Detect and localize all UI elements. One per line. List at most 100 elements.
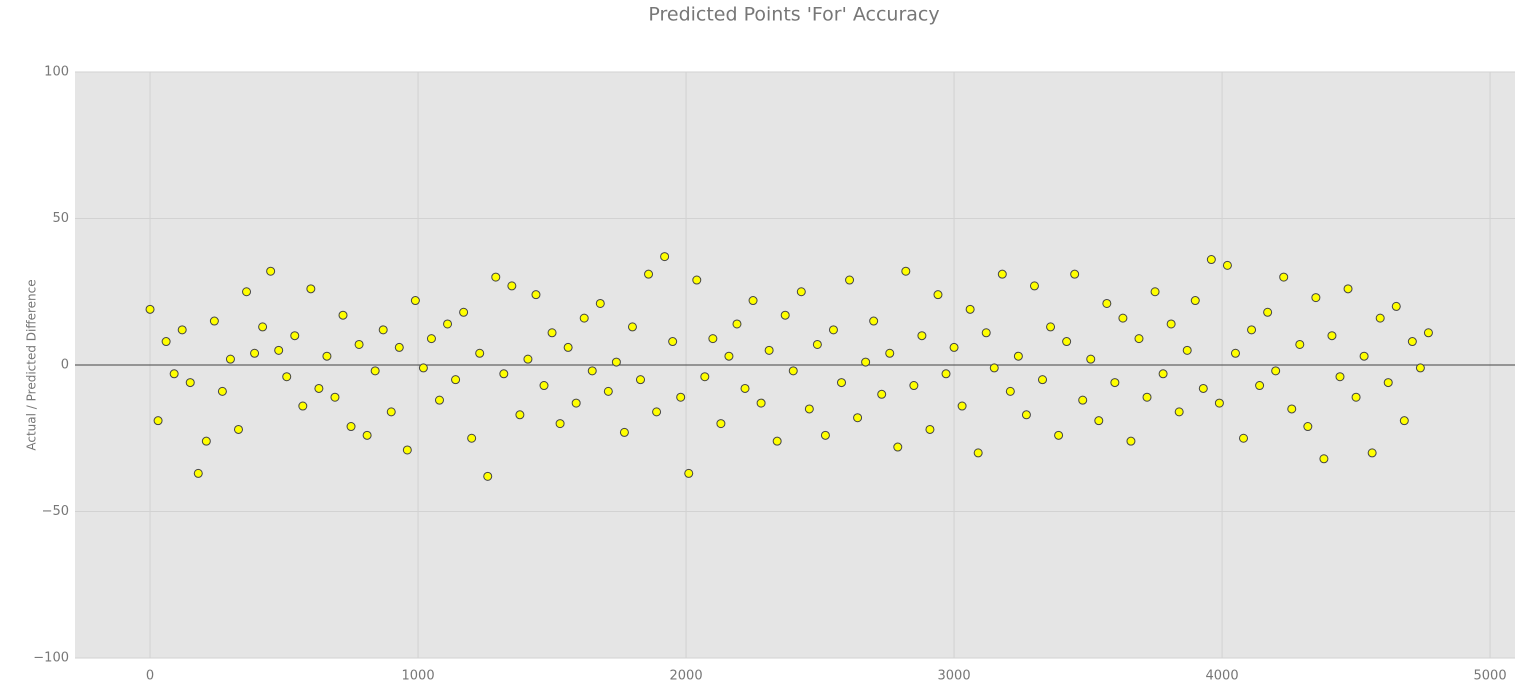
point (893, 442, 903, 452)
point (274, 345, 284, 355)
point (1118, 313, 1128, 323)
point (1230, 348, 1240, 358)
y-tick-label: 0 (61, 358, 69, 373)
point (965, 304, 975, 314)
point (571, 398, 581, 408)
point (684, 468, 694, 478)
point (282, 372, 292, 382)
point (1070, 269, 1080, 279)
point (1255, 381, 1265, 391)
y-tick-label: 100 (44, 65, 69, 80)
point (1013, 351, 1023, 361)
point (1126, 436, 1136, 446)
point (1182, 345, 1192, 355)
point (145, 304, 155, 314)
x-tick-label: 0 (146, 669, 154, 684)
point (668, 337, 678, 347)
point (467, 433, 477, 443)
point (933, 290, 943, 300)
point (812, 339, 822, 349)
point (169, 369, 179, 379)
point (1142, 392, 1152, 402)
point (804, 404, 814, 414)
point (491, 272, 501, 282)
point (217, 386, 227, 396)
y-tick-label: −50 (42, 504, 69, 519)
y-axis-label: Actual / Predicted Difference (25, 279, 39, 450)
point (635, 375, 645, 385)
point (1247, 325, 1257, 335)
point (836, 378, 846, 388)
point (1198, 383, 1208, 393)
point (1174, 407, 1184, 417)
point (1190, 296, 1200, 306)
point (1110, 378, 1120, 388)
point (306, 284, 316, 294)
point (1029, 281, 1039, 291)
point (676, 392, 686, 402)
point (941, 369, 951, 379)
point (547, 328, 557, 338)
point (1158, 369, 1168, 379)
point (981, 328, 991, 338)
point (330, 392, 340, 402)
point (1239, 433, 1249, 443)
point (1391, 301, 1401, 311)
point (1351, 392, 1361, 402)
point (869, 316, 879, 326)
x-tick-label: 2000 (670, 669, 703, 684)
point (266, 266, 276, 276)
point (724, 351, 734, 361)
point (1407, 337, 1417, 347)
point (499, 369, 509, 379)
point (1166, 319, 1176, 329)
point (732, 319, 742, 329)
point (298, 401, 308, 411)
point (314, 383, 324, 393)
point (1078, 395, 1088, 405)
point (692, 275, 702, 285)
point (1303, 422, 1313, 432)
point (1287, 404, 1297, 414)
point (611, 357, 621, 367)
x-tick-label: 5000 (1474, 669, 1507, 684)
point (909, 381, 919, 391)
point (1206, 255, 1216, 265)
point (370, 366, 380, 376)
point (258, 322, 268, 332)
x-tick-label: 3000 (938, 669, 971, 684)
point (1335, 372, 1345, 382)
point (1375, 313, 1385, 323)
point (1005, 386, 1015, 396)
point (394, 342, 404, 352)
point (338, 310, 348, 320)
point (989, 363, 999, 373)
point (434, 395, 444, 405)
point (1327, 331, 1337, 341)
point (1062, 337, 1072, 347)
point (451, 375, 461, 385)
point (756, 398, 766, 408)
point (539, 381, 549, 391)
point (1102, 298, 1112, 308)
point (772, 436, 782, 446)
point (652, 407, 662, 417)
point (748, 296, 758, 306)
point (1271, 366, 1281, 376)
point (201, 436, 211, 446)
point (973, 448, 983, 458)
point (1319, 454, 1329, 464)
point (1054, 430, 1064, 440)
point (177, 325, 187, 335)
point (1359, 351, 1369, 361)
point (386, 407, 396, 417)
point (563, 342, 573, 352)
point (997, 269, 1007, 279)
point (587, 366, 597, 376)
point (1214, 398, 1224, 408)
point (443, 319, 453, 329)
point (290, 331, 300, 341)
point (764, 345, 774, 355)
x-tick-label: 4000 (1206, 669, 1239, 684)
point (185, 378, 195, 388)
